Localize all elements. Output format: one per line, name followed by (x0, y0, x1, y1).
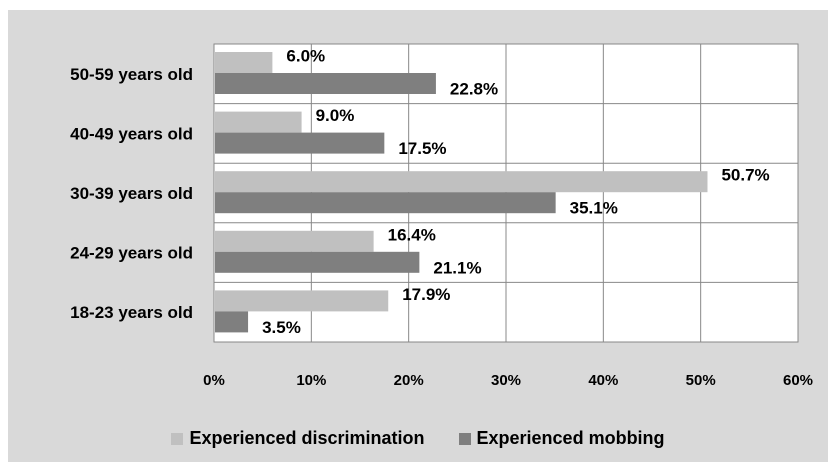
category-label: 50-59 years old (70, 65, 193, 84)
category-label: 18-23 years old (70, 303, 193, 322)
data-label: 21.1% (433, 258, 481, 277)
legend-item-discrimination: Experienced discrimination (171, 428, 425, 449)
bar (215, 192, 556, 214)
data-label: 6.0% (286, 47, 325, 66)
bar (215, 251, 420, 273)
x-tick-label: 10% (296, 372, 326, 389)
legend-swatch-discrimination (171, 432, 184, 445)
bar (215, 111, 302, 133)
data-label: 17.9% (402, 285, 450, 304)
x-tick-label: 0% (203, 372, 225, 389)
x-tick-label: 60% (783, 372, 813, 389)
x-tick-label: 20% (394, 372, 424, 389)
bar (215, 73, 436, 94)
data-label: 3.5% (262, 318, 301, 337)
data-label: 50.7% (721, 166, 769, 185)
category-label: 24-29 years old (70, 244, 193, 263)
bar (215, 52, 273, 73)
data-label: 9.0% (316, 106, 355, 125)
data-label: 35.1% (570, 199, 618, 218)
legend-swatch-mobbing (458, 432, 471, 445)
legend: Experienced discrimination Experienced m… (0, 428, 836, 449)
bar (215, 311, 249, 333)
category-label: 40-49 years old (70, 124, 193, 143)
legend-item-mobbing: Experienced mobbing (458, 428, 665, 449)
data-label: 17.5% (398, 139, 446, 158)
bar (215, 132, 385, 154)
category-label: 30-39 years old (70, 184, 193, 203)
legend-label-mobbing: Experienced mobbing (476, 428, 665, 448)
data-label: 16.4% (388, 225, 436, 244)
bar (215, 171, 708, 193)
bar (215, 290, 389, 312)
legend-label-discrimination: Experienced discrimination (189, 428, 425, 448)
x-tick-label: 30% (491, 372, 521, 389)
bar (215, 230, 374, 252)
x-tick-label: 40% (588, 372, 618, 389)
data-label: 22.8% (450, 80, 498, 99)
x-tick-label: 50% (686, 372, 716, 389)
